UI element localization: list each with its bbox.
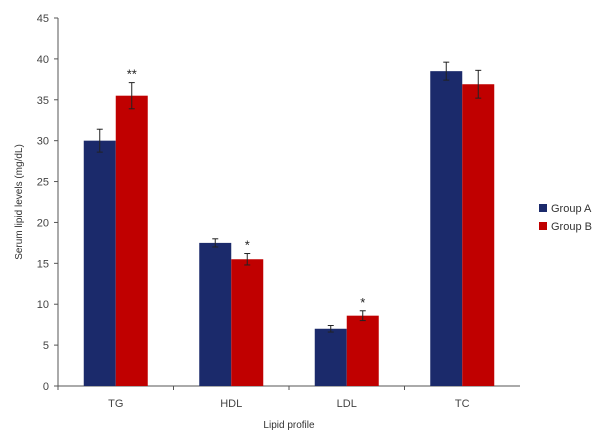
y-tick-label: 0 (43, 381, 49, 393)
bar (83, 140, 116, 386)
x-tick-label: HDL (220, 398, 242, 410)
x-tick-label: LDL (337, 398, 357, 410)
legend-swatch (539, 222, 547, 230)
bar (346, 315, 379, 386)
y-tick-label: 25 (37, 177, 49, 189)
x-tick-label: TC (455, 398, 470, 410)
bar (462, 84, 495, 387)
y-tick-label: 20 (37, 217, 49, 229)
y-tick-label: 5 (43, 340, 49, 352)
x-tick-label: TG (108, 398, 123, 410)
bar (314, 328, 347, 386)
y-tick-label: 30 (37, 136, 49, 148)
bar (115, 95, 148, 386)
bar (199, 242, 232, 386)
y-tick-label: 40 (37, 54, 49, 66)
bar (231, 259, 264, 386)
legend: Group A Group B (539, 203, 592, 233)
significance-label: * (360, 295, 365, 310)
x-axis-title: Lipid profile (263, 420, 315, 431)
y-tick-label: 45 (37, 13, 49, 25)
significance-label: * (245, 238, 250, 253)
y-tick-label: 35 (37, 95, 49, 107)
y-tick-label: 10 (37, 299, 49, 311)
labels: 0 5 10 15 20 25 30 35 40 45 TG ** HDL * LDL * TC Lipid pr… (14, 13, 470, 431)
y-axis-title: Serum lipid levels (mg/dL) (14, 144, 25, 260)
legend-label: Group A (551, 203, 592, 215)
y-tick-label: 15 (37, 258, 49, 270)
legend-swatch (539, 204, 547, 212)
significance-label: ** (127, 67, 137, 82)
legend-label: Group B (551, 221, 592, 233)
bars (83, 61, 495, 387)
bar (430, 71, 463, 387)
